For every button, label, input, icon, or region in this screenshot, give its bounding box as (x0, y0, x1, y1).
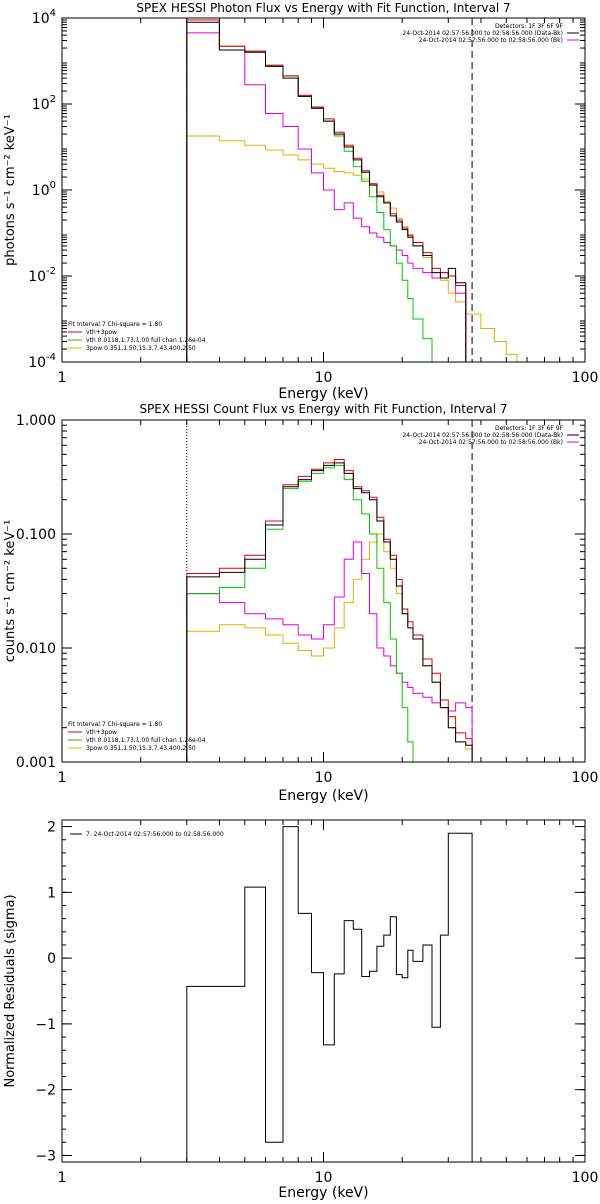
series-group (186, 826, 473, 1162)
x-tick-label: 100 (572, 370, 599, 386)
series-data (186, 21, 467, 362)
series-total (186, 19, 467, 362)
legend-entry: 24-Oct-2014 02:57:56.000 to 02:58:56.000… (402, 30, 563, 37)
legend-bottom: Fit Interval 7 Chi-square = 1.80vth+3pow… (68, 721, 206, 752)
x-axis-label: Energy (keV) (278, 1185, 368, 1200)
y-tick-exponent: -4 (46, 352, 56, 363)
y-tick-base: 10 (32, 11, 50, 27)
legend-bottom: Fit Interval 7 Chi-square = 1.80vth+3pow… (68, 321, 206, 352)
legend-entry: 3pow 0.351,1.50,15.3,7.43,400,2.50 (86, 345, 196, 352)
legend-top: 7. 24-Oct-2014 02:57:56.000 to 02:58:56.… (70, 831, 224, 838)
series-vth (186, 19, 441, 362)
legend-entry: vth+3pow (86, 729, 117, 736)
legend-entry: Detectors: 1F 3F 6F 9F (495, 425, 564, 432)
legend-entry: vth+3pow (86, 329, 117, 336)
series-data (186, 826, 473, 1162)
legend-entry: Fit Interval 7 Chi-square = 1.80 (68, 721, 162, 728)
y-tick-label: −3 (35, 1148, 56, 1164)
series-vth (186, 464, 432, 762)
x-tick-label: 10 (315, 770, 333, 786)
y-tick-exponent: -2 (46, 266, 56, 277)
legend-entry: 3pow 0.351,1.50,15.3,7.43,400,2.50 (86, 745, 196, 752)
legend-entry: 24-Oct-2014 02:57:56.000 to 02:58:56.000… (419, 439, 563, 446)
y-axis-label: counts s⁻¹ cm⁻² keV⁻¹ (3, 520, 18, 663)
legend-entry: 24-Oct-2014 02:57:56.000 to 02:58:56.000… (402, 432, 563, 439)
legend-entry: 24-Oct-2014 02:57:56.000 to 02:58:56.000… (419, 37, 563, 44)
series-group (186, 19, 527, 362)
y-tick-label: −2 (35, 1083, 56, 1099)
x-tick-label: 10 (315, 1170, 333, 1186)
y-tick-label: 102 (32, 94, 56, 113)
y-tick-exponent: 0 (50, 180, 56, 191)
legend-entry: vth 0.0118,1.73,1.00 full chan 1.26e-04 (86, 737, 206, 744)
y-tick-label: 100 (32, 180, 56, 199)
chart-title: SPEX HESSI Count Flux vs Energy with Fit… (139, 402, 507, 416)
x-ticks: 1 10 100 (58, 18, 599, 386)
y-ticks: −3 −2 −1 0 1 2 (35, 820, 585, 1164)
y-axis-label: Normalized Residuals (sigma) (3, 894, 18, 1087)
legend-entry: 7. 24-Oct-2014 02:57:56.000 to 02:58:56.… (86, 831, 224, 838)
y-tick-exponent: 4 (50, 8, 56, 19)
legend-entry: Fit Interval 7 Chi-square = 1.80 (68, 321, 162, 328)
y-tick-base: 10 (28, 355, 46, 371)
x-tick-label: 100 (572, 770, 599, 786)
panel-1: SPEX HESSI Photon Flux vs Energy with Fi… (3, 1, 598, 402)
panel-3: 1 10 100 Energy (keV) −3 −2 −1 0 1 2 Normalized Re… (3, 819, 599, 1201)
y-tick-exponent: 2 (50, 94, 56, 105)
x-tick-label: 100 (572, 1170, 599, 1186)
x-tick-label: 10 (315, 370, 333, 386)
series-bk (186, 541, 473, 762)
series-total (186, 459, 473, 762)
x-ticks: 1 10 100 (58, 420, 599, 786)
x-tick-label: 1 (58, 770, 67, 786)
y-tick-label: 0.001 (16, 755, 56, 771)
x-ticks: 1 10 100 (58, 820, 599, 1186)
y-ticks: 0.001 0.010 0.100 1.000 (16, 413, 585, 771)
y-tick-label: 2 (47, 820, 56, 836)
chart-title: SPEX HESSI Photon Flux vs Energy with Fi… (136, 1, 510, 15)
panel-2: SPEX HESSI Count Flux vs Energy with Fit… (3, 402, 598, 804)
y-tick-label: 10-2 (28, 266, 56, 285)
series-pow (186, 135, 527, 362)
series-group (186, 459, 473, 762)
x-tick-label: 1 (58, 370, 67, 386)
y-tick-base: 10 (28, 269, 46, 285)
legend-entry: Detectors: 1F 3F 6F 9F (495, 23, 564, 30)
y-axis-label: photons s⁻¹ cm⁻² keV⁻¹ (3, 114, 18, 266)
y-tick-label: 1 (47, 885, 56, 901)
y-tick-label: 104 (32, 8, 56, 27)
y-tick-label: −1 (35, 1017, 56, 1033)
y-tick-label: 10-4 (28, 352, 56, 371)
y-tick-base: 10 (32, 97, 50, 113)
x-tick-label: 1 (58, 1170, 67, 1186)
y-tick-base: 10 (32, 183, 50, 199)
y-tick-label: 1.000 (16, 413, 56, 429)
x-axis-label: Energy (keV) (278, 386, 368, 402)
y-tick-label: 0.010 (16, 641, 56, 657)
series-bk (186, 32, 467, 362)
y-tick-label: 0.100 (16, 527, 56, 543)
legend-entry: vth 0.0118,1.73,1.00 full chan 1.26e-04 (86, 337, 206, 344)
y-tick-label: 0 (47, 951, 56, 967)
x-axis-label: Energy (keV) (278, 788, 368, 804)
series-data (186, 462, 473, 762)
